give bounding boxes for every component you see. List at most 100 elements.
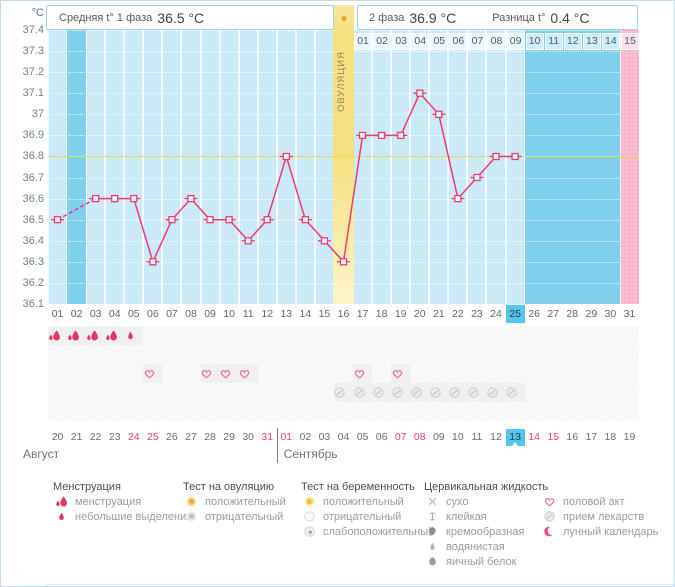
symptom-cell[interactable] xyxy=(429,383,449,402)
day-column[interactable] xyxy=(619,30,639,304)
date-cell[interactable]: 02 xyxy=(299,431,312,443)
cycle-day-label[interactable]: 18 xyxy=(375,308,388,320)
cycle-day-label[interactable]: 25 xyxy=(505,305,525,323)
cycle-day-label[interactable]: 15 xyxy=(318,308,331,320)
day-column[interactable] xyxy=(505,30,525,304)
day-column[interactable] xyxy=(372,30,392,304)
symptom-cell[interactable] xyxy=(333,383,354,402)
symptom-cell[interactable] xyxy=(353,383,373,402)
cycle-day-label[interactable]: 24 xyxy=(490,308,502,320)
date-cell[interactable]: 07 xyxy=(394,431,407,443)
cycle-day-label[interactable]: 13 xyxy=(280,308,293,320)
day-column[interactable] xyxy=(391,30,411,304)
day-column[interactable] xyxy=(200,30,220,304)
date-cell[interactable]: 14 xyxy=(528,431,540,443)
date-cell[interactable]: 30 xyxy=(242,431,255,443)
cycle-day-label[interactable]: 26 xyxy=(528,308,540,320)
date-cell[interactable]: 29 xyxy=(223,431,235,443)
cycle-day-label[interactable]: 06 xyxy=(147,308,159,320)
symptom-cell[interactable] xyxy=(48,326,68,345)
cycle-day-label[interactable]: 08 xyxy=(185,308,197,320)
symptom-cell[interactable] xyxy=(486,383,506,402)
cycle-day-label[interactable]: 16 xyxy=(337,308,350,320)
day-column[interactable] xyxy=(124,30,144,304)
cycle-day-label[interactable]: 30 xyxy=(604,308,617,320)
date-cell[interactable]: 25 xyxy=(147,431,159,443)
cycle-day-label[interactable]: 19 xyxy=(394,308,407,320)
day-column[interactable] xyxy=(295,30,315,304)
date-cell[interactable]: 26 xyxy=(166,431,178,443)
cycle-day-label[interactable]: 01 xyxy=(51,308,64,320)
date-cell[interactable]: 08 xyxy=(413,431,426,443)
cycle-day-label[interactable]: 03 xyxy=(89,308,102,320)
symptom-cell[interactable] xyxy=(238,364,258,383)
cycle-day-label[interactable]: 05 xyxy=(127,308,140,320)
day-column[interactable] xyxy=(467,30,487,304)
date-cell[interactable]: 01 xyxy=(280,431,293,443)
symptom-cell[interactable] xyxy=(86,326,106,345)
symptom-cell[interactable] xyxy=(200,364,220,383)
cycle-day-label[interactable]: 10 xyxy=(223,308,235,320)
day-column[interactable] xyxy=(219,30,239,304)
cycle-day-label[interactable]: 27 xyxy=(547,308,560,320)
date-cell[interactable]: 06 xyxy=(375,431,388,443)
date-cell[interactable]: 09 xyxy=(432,431,445,443)
symptom-cell[interactable] xyxy=(143,364,163,383)
date-cell[interactable]: 10 xyxy=(452,431,464,443)
date-cell[interactable]: 12 xyxy=(490,431,502,443)
cycle-day-label[interactable]: 29 xyxy=(585,308,598,320)
cycle-day-label[interactable]: 02 xyxy=(70,308,83,320)
date-cell[interactable]: 22 xyxy=(89,431,102,443)
cycle-day-label[interactable]: 14 xyxy=(299,308,312,320)
cycle-day-label[interactable]: 09 xyxy=(204,308,216,320)
date-cell[interactable]: 27 xyxy=(185,431,197,443)
day-column[interactable] xyxy=(162,30,182,304)
cycle-day-label[interactable]: 17 xyxy=(356,308,369,320)
cycle-day-label[interactable]: 31 xyxy=(623,308,636,320)
cycle-day-label[interactable]: 11 xyxy=(242,308,254,320)
cycle-day-label[interactable]: 28 xyxy=(566,308,579,320)
date-cell[interactable]: 23 xyxy=(108,431,121,443)
day-column[interactable] xyxy=(429,30,449,304)
day-column[interactable] xyxy=(257,30,277,304)
date-cell[interactable]: 15 xyxy=(547,431,560,443)
cycle-day-label[interactable]: 04 xyxy=(108,308,121,320)
cycle-day-label[interactable]: 20 xyxy=(413,308,426,320)
day-column[interactable] xyxy=(448,30,468,304)
date-cell[interactable]: 03 xyxy=(318,431,331,443)
date-cell[interactable]: 17 xyxy=(585,431,598,443)
date-cell[interactable]: 28 xyxy=(204,431,216,443)
date-cell[interactable]: 31 xyxy=(261,431,274,443)
date-cell[interactable]: 18 xyxy=(604,431,617,443)
day-column[interactable] xyxy=(143,30,163,304)
symptom-cell[interactable] xyxy=(67,326,87,345)
symptom-cell[interactable] xyxy=(467,383,487,402)
symptom-cell[interactable] xyxy=(391,364,411,383)
date-cell-today[interactable]: 13 xyxy=(505,429,525,446)
cycle-day-label[interactable]: 12 xyxy=(261,308,274,320)
symptom-cell[interactable] xyxy=(219,364,239,383)
symptom-cell[interactable] xyxy=(353,364,373,383)
day-column[interactable] xyxy=(86,30,106,304)
date-cell[interactable]: 16 xyxy=(566,431,579,443)
cycle-day-label[interactable]: 21 xyxy=(432,308,445,320)
symptom-cell[interactable] xyxy=(124,326,144,345)
symptom-cell[interactable] xyxy=(105,326,125,345)
day-column[interactable] xyxy=(181,30,201,304)
cycle-day-label[interactable]: 07 xyxy=(166,308,178,320)
date-cell[interactable]: 05 xyxy=(356,431,369,443)
symptom-cell[interactable] xyxy=(410,383,430,402)
day-column[interactable] xyxy=(48,30,68,304)
day-column[interactable] xyxy=(105,30,125,304)
symptom-cell[interactable] xyxy=(372,383,392,402)
symptom-cell[interactable] xyxy=(448,383,468,402)
day-column[interactable] xyxy=(486,30,506,304)
symptom-cell[interactable] xyxy=(505,383,525,402)
date-cell[interactable]: 04 xyxy=(337,431,350,443)
symptom-cell[interactable] xyxy=(391,383,411,402)
date-cell[interactable]: 24 xyxy=(127,431,140,443)
day-column[interactable] xyxy=(276,30,296,304)
date-cell[interactable]: 19 xyxy=(623,431,636,443)
date-cell[interactable]: 11 xyxy=(471,431,483,443)
cycle-day-label[interactable]: 23 xyxy=(471,308,483,320)
